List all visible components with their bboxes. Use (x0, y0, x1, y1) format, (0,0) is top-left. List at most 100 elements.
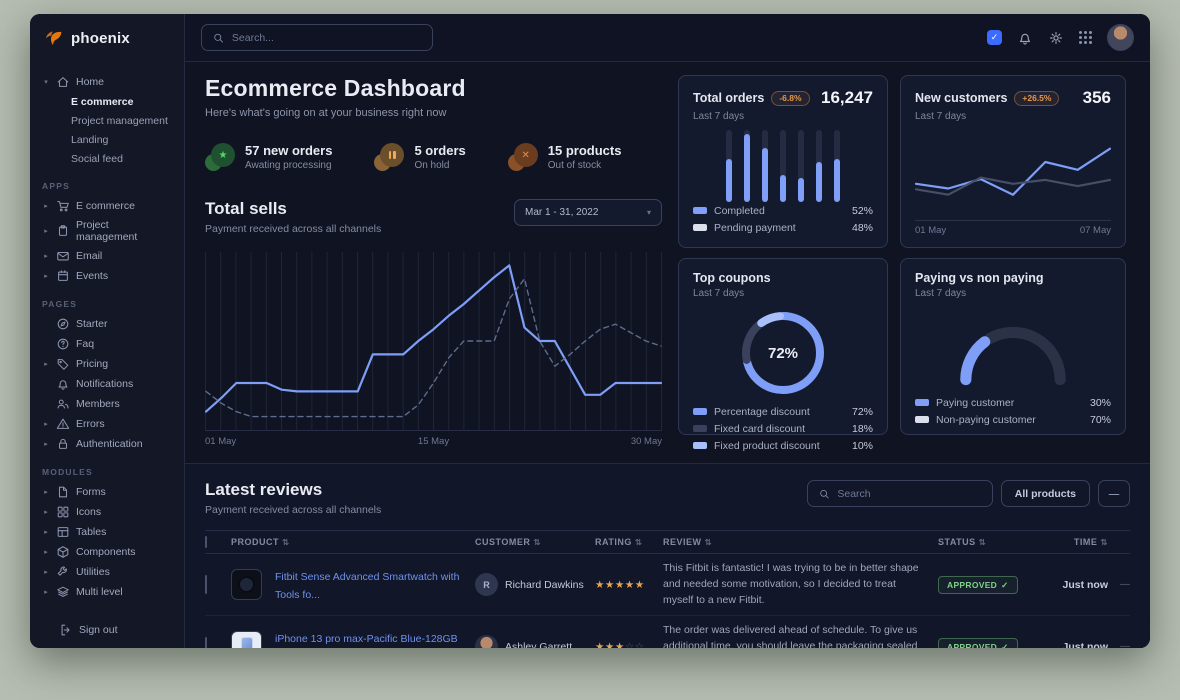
sidebar-item-landing[interactable]: Landing (71, 133, 109, 146)
card-title: Top coupons (693, 271, 771, 285)
top-coupons-donut-chart: 72% (737, 307, 829, 399)
legend: Completed 52% Pending payment 48% (693, 202, 873, 236)
new-customers-x-axis: 01 May 07 May (915, 225, 1111, 236)
paying-vs-nonpaying-card: Paying vs non paying Last 7 days Paying … (900, 258, 1126, 435)
sidebar-item-members[interactable]: Members (39, 394, 175, 414)
row-checkbox[interactable] (205, 574, 207, 594)
row-menu-button[interactable]: — (1120, 641, 1130, 648)
review-text: This Fitbit is fantastic! I was trying t… (663, 562, 919, 606)
reviews-table: PRODUCT ⇅ CUSTOMER ⇅ RATING ⇅ REVIEW ⇅ STATU… (205, 530, 1130, 648)
select-all-checkbox[interactable] (205, 536, 207, 548)
search-input[interactable] (231, 31, 421, 44)
collapse-button[interactable]: — (1098, 480, 1130, 507)
topbar: ✓ (185, 14, 1150, 62)
sign-out-icon (59, 623, 73, 637)
question-circle-icon (56, 337, 70, 351)
caret-down-icon: ▾ (44, 79, 48, 86)
sidebar-item-authentication[interactable]: ▸ Authentication (39, 434, 175, 454)
apps-grid-icon[interactable] (1079, 31, 1092, 44)
customer-avatar-photo[interactable] (475, 635, 498, 648)
sidebar-item-label: Tables (76, 526, 107, 538)
brand[interactable]: phoenix (30, 14, 184, 62)
theme-toggle[interactable]: ✓ (987, 30, 1002, 45)
product-thumbnail-smartwatch[interactable] (231, 569, 262, 601)
legend: Percentage discount 72% Fixed card discou… (693, 403, 873, 454)
check-icon: ✓ (1001, 579, 1009, 590)
sidebar-item-label: Project management (76, 219, 138, 243)
all-products-filter-button[interactable]: All products (1000, 480, 1090, 507)
sidebar-item-label: Starter (76, 318, 108, 330)
reviews-search-input[interactable] (837, 487, 981, 500)
customer-name[interactable]: Richard Dawkins (505, 578, 584, 591)
global-search[interactable] (201, 24, 433, 51)
sidebar-item-events[interactable]: ▸ Events (39, 266, 175, 286)
row-menu-button[interactable]: — (1120, 579, 1130, 591)
column-header-product[interactable]: PRODUCT ⇅ (231, 536, 290, 547)
column-header-customer[interactable]: CUSTOMER ⇅ (475, 536, 541, 547)
settings-gear-icon[interactable] (1048, 30, 1064, 46)
card-period: Last 7 days (693, 111, 745, 122)
sidebar-item-project-management[interactable]: Project management (71, 114, 168, 127)
product-link[interactable]: Fitbit Sense Advanced Smartwatch with To… (275, 570, 460, 601)
notifications-bell-icon[interactable] (1017, 30, 1033, 46)
trend-badge: +26.5% (1014, 90, 1060, 106)
latest-reviews-section: Latest reviews Payment received across a… (185, 463, 1150, 648)
sidebar-item-ecommerce[interactable]: E commerce (71, 95, 134, 108)
sidebar-item-label: Events (76, 270, 109, 282)
sidebar-item-social-feed[interactable]: Social feed (71, 152, 123, 165)
user-avatar[interactable] (1107, 24, 1134, 51)
page-title: Ecommerce Dashboard (205, 75, 466, 101)
caret-right-icon: ▸ (44, 441, 48, 448)
dashboard-content: Ecommerce Dashboard Here's what's going … (185, 62, 1150, 648)
sidebar-item-apps-project-management[interactable]: ▸ Project management (39, 216, 175, 246)
sidebar-item-multi-level[interactable]: ▸ Multi level (39, 582, 175, 602)
sidebar-item-utilities[interactable]: ▸ Utilities (39, 562, 175, 582)
sidebar-item-errors[interactable]: ▸ Errors (39, 414, 175, 434)
column-header-review[interactable]: REVIEW ⇅ (663, 536, 713, 547)
sidebar: phoenix ▾ Home E commerce Project manage… (30, 14, 185, 648)
reviews-search[interactable] (806, 480, 993, 507)
column-header-rating[interactable]: RATING ⇅ (595, 536, 643, 547)
home-icon (56, 75, 70, 89)
check-icon: ✓ (1001, 641, 1009, 648)
date-range-select[interactable]: Mar 1 - 31, 2022 ▾ (514, 199, 662, 226)
sidebar-item-pricing[interactable]: ▸ Pricing (39, 354, 175, 374)
product-thumbnail-iphone[interactable] (231, 631, 262, 648)
customer-name[interactable]: Ashley Garrett (505, 640, 573, 648)
card-period: Last 7 days (915, 288, 967, 299)
sidebar-item-home[interactable]: ▾ Home (39, 72, 175, 92)
sidebar-item-tables[interactable]: ▸ Tables (39, 522, 175, 542)
new-customers-card: New customers +26.5% 356 Last 7 days 01 … (900, 75, 1126, 248)
column-header-time[interactable]: TIME ⇅ (1073, 536, 1108, 547)
row-checkbox[interactable] (205, 636, 207, 648)
card-period: Last 7 days (693, 288, 745, 299)
sidebar-item-starter[interactable]: Starter (39, 314, 175, 334)
sidebar-item-label: Icons (76, 506, 102, 518)
topbar-actions: ✓ (987, 24, 1134, 51)
sidebar-item-label: Utilities (76, 566, 110, 578)
page-subtitle: Here's what's going on at your business … (205, 107, 447, 119)
product-link[interactable]: iPhone 13 pro max-Pacific Blue-128GB sto… (275, 632, 458, 645)
sidebar-item-label: Forms (76, 486, 106, 498)
layers-icon (56, 585, 70, 599)
sign-out-button[interactable]: Sign out (42, 620, 172, 640)
sort-icon: ⇅ (634, 536, 643, 547)
x-tick: 07 May (1079, 225, 1111, 236)
sidebar-item-notifications[interactable]: Notifications (39, 374, 175, 394)
reviews-subtitle: Payment received across all channels (205, 504, 382, 516)
column-header-status[interactable]: STATUS ⇅ (938, 536, 987, 547)
stat-value: 15 products (547, 143, 622, 158)
sidebar-item-faq[interactable]: Faq (39, 334, 175, 354)
sidebar-item-forms[interactable]: ▸ Forms (39, 482, 175, 502)
sidebar-item-components[interactable]: ▸ Components (39, 542, 175, 562)
caret-right-icon: ▸ (44, 203, 48, 210)
caret-right-icon: ▸ (44, 489, 48, 496)
customer-avatar-initials[interactable]: R (475, 573, 498, 597)
sidebar-item-icons[interactable]: ▸ Icons (39, 502, 175, 522)
phoenix-logo-icon (43, 28, 64, 49)
caret-right-icon: ▸ (44, 529, 48, 536)
review-time: Just now (1062, 578, 1108, 591)
sidebar-item-email[interactable]: ▸ Email (39, 246, 175, 266)
wrench-icon (56, 565, 70, 579)
sidebar-item-apps-ecommerce[interactable]: ▸ E commerce (39, 196, 175, 216)
